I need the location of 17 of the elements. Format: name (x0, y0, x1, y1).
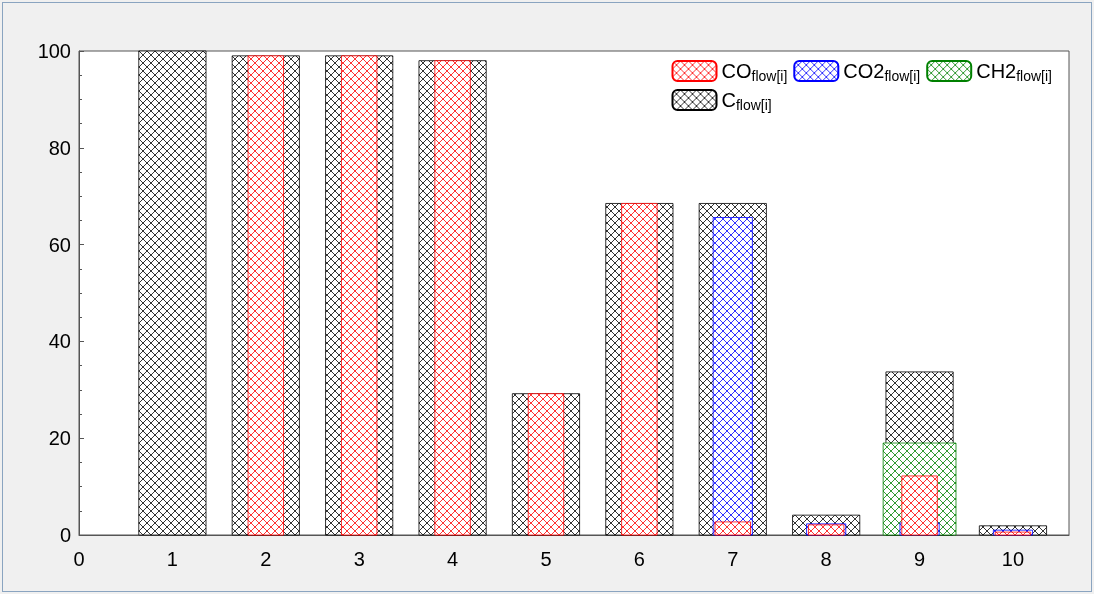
y-tick-label: 80 (48, 136, 71, 159)
x-tick-label: 4 (447, 548, 459, 570)
x-tick-label: 10 (1001, 548, 1025, 570)
x-tick-label: 6 (633, 548, 645, 570)
y-tick-label: 100 (37, 40, 71, 62)
y-tick-label: 60 (48, 233, 71, 256)
y-tick-label: 20 (48, 427, 71, 450)
y-tick-label: 40 (48, 330, 71, 353)
x-tick-label: 2 (260, 548, 272, 570)
x-tick-label: 5 (540, 548, 552, 570)
x-tick-label: 0 (73, 548, 85, 570)
y-tick-label: 0 (59, 524, 71, 546)
x-tick-label: 9 (914, 548, 926, 570)
x-tick-label: 7 (727, 548, 739, 570)
x-tick-label: 1 (166, 548, 178, 570)
x-tick-label: 3 (353, 548, 365, 570)
x-tick-label: 8 (820, 548, 832, 570)
